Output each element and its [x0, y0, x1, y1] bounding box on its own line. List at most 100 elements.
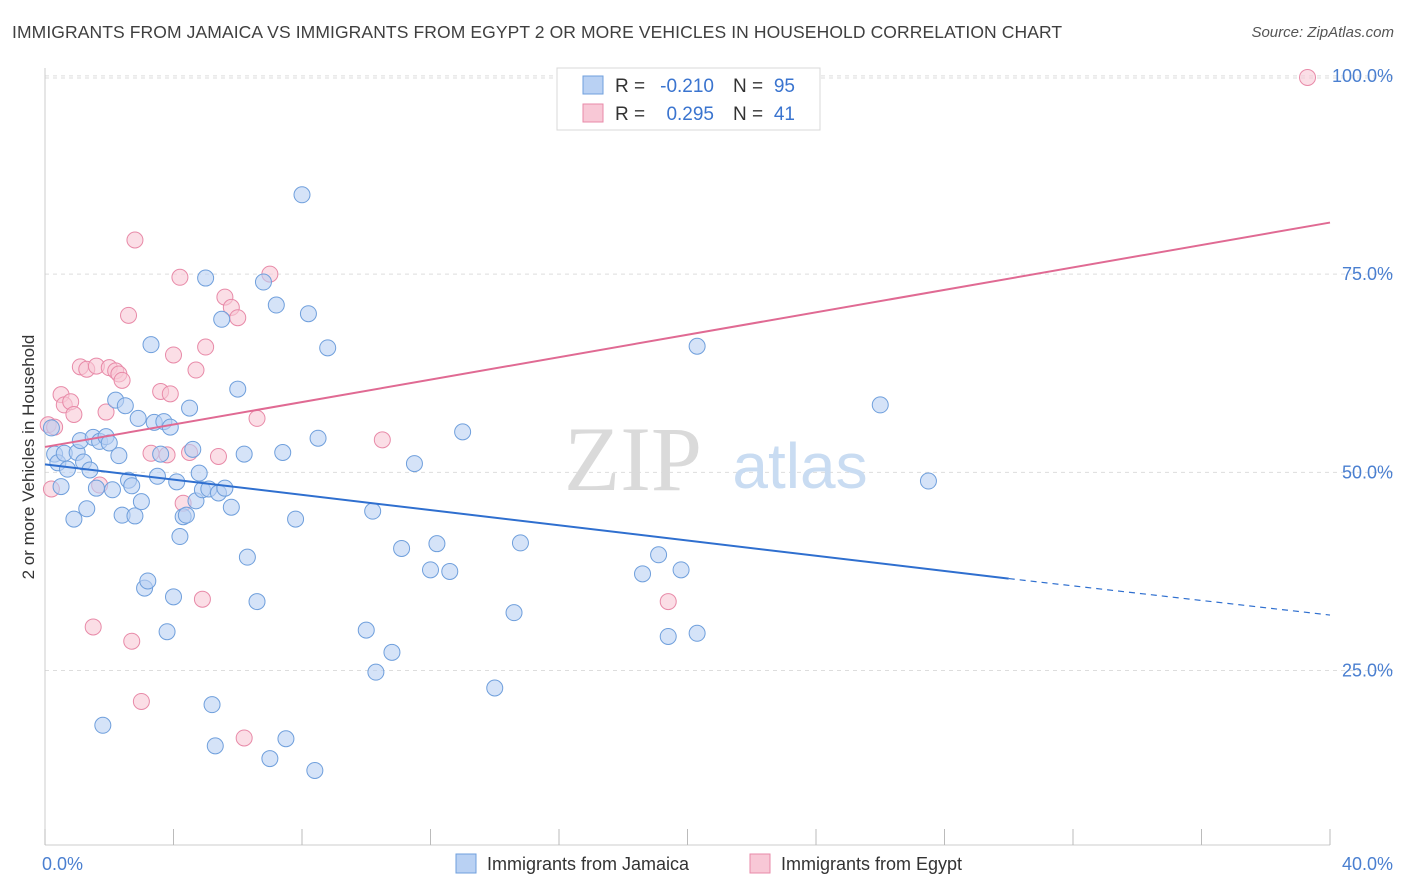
jamaica-point [672, 561, 690, 579]
jamaica-point [367, 663, 385, 681]
jamaica-point [123, 477, 141, 495]
stats-swatch-egypt [582, 103, 604, 123]
x-tick-label: 0.0% [42, 854, 83, 874]
jamaica-point [238, 548, 256, 566]
jamaica-point [871, 396, 889, 414]
jamaica-point [222, 498, 240, 516]
jamaica-point [103, 481, 121, 499]
jamaica-point [161, 418, 179, 436]
jamaica-point [58, 460, 76, 478]
stats-n-label-jamaica: N = [733, 76, 763, 97]
egypt-points [39, 68, 1317, 747]
jamaica-point [158, 623, 176, 641]
jamaica-point [688, 624, 706, 642]
jamaica-point [168, 473, 186, 491]
jamaica-point [393, 539, 411, 557]
jamaica-point [87, 479, 105, 497]
jamaica-point [511, 534, 529, 552]
jamaica-point [78, 500, 96, 518]
egypt-point [65, 405, 83, 423]
chart-source: Source: ZipAtlas.com [1251, 24, 1394, 41]
jamaica-point [94, 716, 112, 734]
jamaica-point [299, 305, 317, 323]
jamaica-point [42, 419, 60, 437]
series-legend: Immigrants from Jamaica Immigrants from … [455, 853, 962, 874]
egypt-point [113, 371, 131, 389]
egypt-point [248, 409, 266, 427]
jamaica-point [274, 444, 292, 461]
jamaica-point [203, 696, 221, 714]
jamaica-point [152, 445, 170, 463]
jamaica-point [383, 643, 401, 661]
y-tick-labels: 25.0% 50.0% 75.0% 100.0% [1332, 66, 1393, 681]
egypt-point [123, 632, 141, 650]
jamaica-point [505, 604, 523, 622]
stats-n-value-egypt: 41 [774, 104, 795, 125]
jamaica-point [181, 399, 199, 417]
jamaica-point [110, 447, 128, 465]
jamaica-point [634, 565, 652, 583]
jamaica-point [441, 562, 459, 580]
egypt-point [235, 729, 253, 747]
jamaica-point [116, 397, 134, 415]
x-tick-label: 40.0% [1342, 854, 1393, 874]
egypt-point [193, 590, 211, 608]
stats-r-value-egypt: 0.295 [666, 104, 714, 125]
stats-r-label-egypt: R = [615, 104, 645, 125]
jamaica-point [229, 380, 247, 398]
egypt-point [197, 338, 215, 356]
legend-label-egypt: Immigrants from Egypt [781, 854, 962, 874]
egypt-point [84, 618, 102, 636]
y-tick-label: 75.0% [1342, 264, 1393, 284]
egypt-point [171, 268, 189, 286]
jamaica-point [129, 409, 147, 427]
egypt-point [120, 306, 138, 324]
egypt-point [659, 593, 677, 611]
axes [44, 68, 1331, 846]
y-tick-label: 50.0% [1342, 462, 1393, 482]
watermark-atlas: atlas [732, 430, 867, 502]
jamaica-point [142, 336, 160, 354]
legend-swatch-jamaica [455, 853, 477, 874]
jamaica-point [197, 269, 215, 287]
jamaica-point [52, 478, 70, 496]
legend-swatch-egypt [749, 853, 771, 874]
trend-lines [44, 221, 1331, 616]
stats-r-label-jamaica: R = [615, 76, 645, 97]
jamaica-point [235, 445, 253, 463]
egypt-point [165, 346, 182, 364]
jamaica-point [650, 546, 668, 564]
x-tick-labels: 0.0% 40.0% [42, 854, 1393, 874]
jamaica-point [190, 464, 208, 482]
stats-swatch-jamaica [582, 75, 604, 95]
jamaica-point [293, 186, 311, 204]
jamaica-point [454, 423, 472, 441]
jamaica-point [206, 737, 224, 755]
jamaica-trend-extension [1008, 577, 1331, 616]
jamaica-point [306, 761, 324, 779]
jamaica-point [319, 339, 337, 357]
y-tick-label: 25.0% [1342, 661, 1393, 681]
jamaica-point [267, 296, 285, 314]
jamaica-point [261, 750, 279, 768]
jamaica-point [486, 679, 504, 697]
jamaica-point [357, 621, 375, 639]
y-tick-label: 100.0% [1332, 66, 1393, 86]
jamaica-point [659, 627, 677, 645]
jamaica-point [248, 593, 266, 611]
stats-n-value-jamaica: 95 [774, 76, 795, 97]
egypt-point [126, 231, 144, 249]
egypt-point [161, 385, 179, 403]
egypt-point [209, 447, 227, 465]
y-axis-label: 2 or more Vehicles in Household [19, 335, 38, 580]
jamaica-point [919, 472, 937, 490]
jamaica-point [364, 502, 382, 520]
chart-title: IMMIGRANTS FROM JAMAICA VS IMMIGRANTS FR… [12, 22, 1063, 42]
watermark: ZIP atlas [564, 408, 868, 510]
jamaica-point [165, 588, 182, 606]
jamaica-point [177, 506, 195, 524]
jamaica-trend-line [44, 463, 1009, 580]
stats-legend: R = -0.210 N = 95 R = 0.295 N = 41 [556, 67, 821, 131]
jamaica-point [254, 273, 272, 291]
